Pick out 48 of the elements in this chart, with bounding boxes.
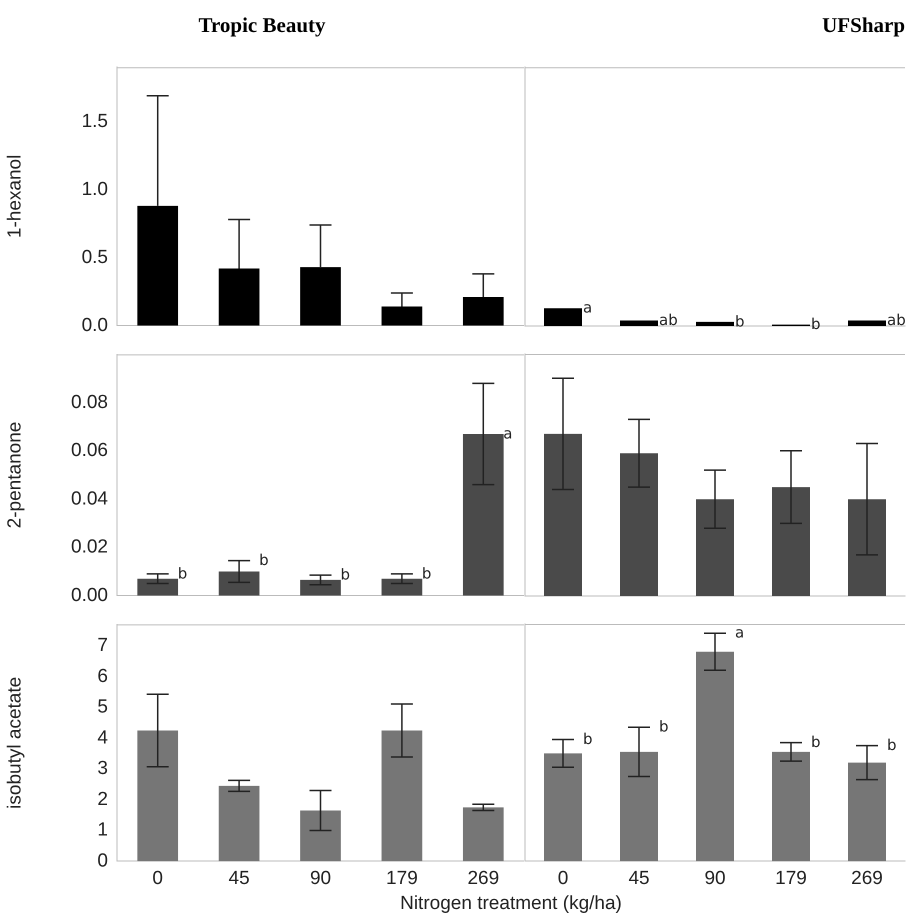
x-tick-label: 45 xyxy=(228,868,250,889)
x-tick-label: 90 xyxy=(310,868,332,889)
x-tick-label: 269 xyxy=(851,868,883,889)
annotation: b xyxy=(583,730,593,748)
annotation: b xyxy=(659,718,669,736)
y-tick-label: 1.5 xyxy=(82,110,108,132)
y-tick-label: 0.06 xyxy=(71,440,108,462)
x-tick-label: 90 xyxy=(704,868,726,889)
y-tick-label: 0 xyxy=(97,850,108,872)
annotation: b xyxy=(811,315,821,334)
y-axis-title: 2-pentanone xyxy=(4,422,26,528)
y-tick-label: 0.04 xyxy=(71,488,108,510)
y-tick-label: 6 xyxy=(97,666,108,687)
annotation: a xyxy=(735,624,744,642)
y-tick-label: 1.0 xyxy=(82,178,108,200)
x-tick-label: 0 xyxy=(152,868,163,889)
annotation: b xyxy=(340,565,350,584)
annotation: a xyxy=(583,298,592,317)
y-tick-label: 0.00 xyxy=(71,584,108,606)
x-tick-label: 179 xyxy=(775,868,807,889)
annotation: b xyxy=(887,736,897,754)
y-tick-label: 7 xyxy=(97,635,108,656)
y-tick-label: 3 xyxy=(97,758,108,780)
y-tick-label: 0.5 xyxy=(82,246,108,268)
annotation: b xyxy=(735,312,745,330)
annotation: ab xyxy=(659,310,678,329)
x-tick-label: 45 xyxy=(628,868,650,889)
y-axis-title: isobutyl acetate xyxy=(4,676,26,809)
x-axis-title: Nitrogen treatment (kg/ha) xyxy=(399,892,623,916)
x-tick-label: 179 xyxy=(386,868,418,889)
x-tick-label: 269 xyxy=(467,868,500,889)
y-tick-label: 0.08 xyxy=(71,392,108,413)
annotation: ab xyxy=(887,310,906,329)
y-tick-label: 4 xyxy=(97,727,108,748)
y-tick-label: 0.0 xyxy=(82,314,108,336)
y-tick-label: 0.02 xyxy=(71,536,108,558)
chart-title: UFSharp xyxy=(822,13,905,38)
x-tick-label: 0 xyxy=(558,868,568,889)
y-tick-label: 5 xyxy=(97,696,108,718)
annotation: b xyxy=(259,551,269,570)
chart-title: Tropic Beauty xyxy=(198,13,326,38)
annotation: b xyxy=(422,564,432,582)
y-tick-label: 2 xyxy=(97,788,108,810)
annotation: b xyxy=(811,732,821,751)
y-tick-label: 1 xyxy=(97,820,108,841)
y-axis-title: 1-hexanol xyxy=(4,154,26,238)
annotation: a xyxy=(503,424,513,442)
annotation: b xyxy=(178,564,188,582)
